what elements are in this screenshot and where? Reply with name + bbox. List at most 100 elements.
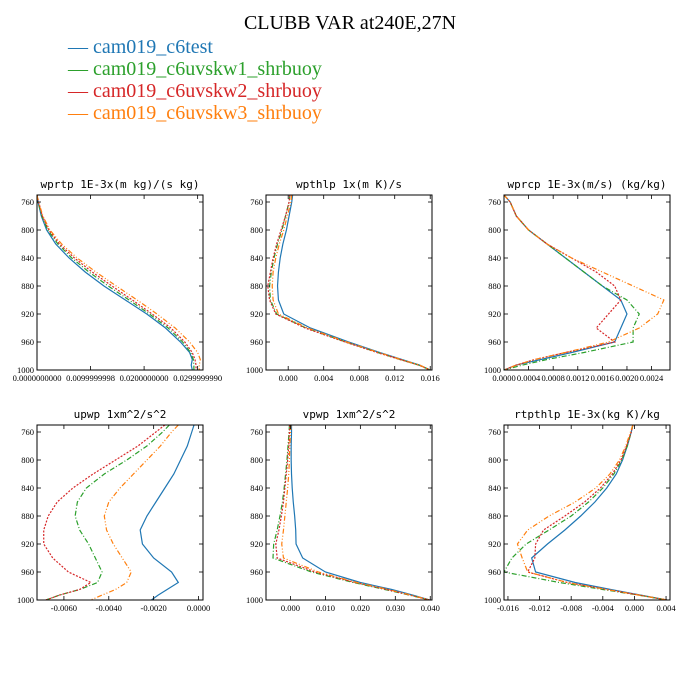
legend: — cam019_c6test — cam019_c6uvskw1_shrbuo… [68, 36, 322, 124]
x-tick-label: 0.008 [350, 373, 369, 383]
panel-title: vpwp 1xm^2/s^2 [303, 408, 396, 421]
x-tick-label: 0.0020 [615, 373, 638, 383]
y-tick-label: 920 [250, 539, 263, 549]
x-tick-label: 0.0024 [640, 373, 664, 383]
chart-panel: upwp 1xm^2/s^2 760 800 840 880 920 960 1000 -0.0… [17, 408, 210, 613]
legend-label: cam019_c6uvskw1_shrbuoy [93, 58, 322, 80]
plot-frame [503, 194, 671, 371]
x-tick-label: 0.0299999990 [173, 373, 222, 383]
legend-swatch: — [68, 80, 93, 102]
legend-item: — cam019_c6test [68, 36, 322, 58]
y-tick-label: 880 [488, 511, 501, 521]
series-line [45, 425, 170, 600]
x-tick-label: 0.0200000000 [120, 373, 169, 383]
legend-item: — cam019_c6uvskw1_shrbuoy [68, 58, 322, 80]
y-tick-label: 840 [250, 483, 263, 493]
series-line [37, 195, 201, 370]
y-tick-label: 880 [488, 281, 501, 291]
x-tick-label: -0.0060 [51, 603, 77, 613]
y-tick-label: 760 [21, 197, 34, 207]
series-line [281, 425, 430, 600]
series-line [37, 195, 197, 370]
plot-frame [265, 194, 433, 371]
series-line [271, 195, 431, 370]
x-tick-label: 0.020 [351, 603, 370, 613]
y-tick-label: 880 [21, 511, 34, 521]
legend-label: cam019_c6uvskw3_shrbuoy [93, 102, 322, 124]
x-tick-label: 0.0000000000 [13, 373, 62, 383]
series-line [272, 425, 430, 600]
panel-title: wpthlp 1x(m K)/s [296, 178, 402, 191]
x-tick-label: 0.000 [281, 603, 300, 613]
y-tick-label: 880 [250, 281, 263, 291]
series-line [504, 425, 667, 600]
x-tick-label: 0.004 [656, 603, 676, 613]
series-line [139, 425, 195, 600]
x-tick-label: 0.0000 [492, 373, 515, 383]
x-tick-label: 0.0099999998 [66, 373, 115, 383]
series-line [37, 195, 195, 370]
y-tick-label: 1000 [484, 595, 501, 605]
y-tick-label: 840 [21, 253, 34, 263]
x-tick-label: 0.030 [386, 603, 405, 613]
series-line [530, 425, 667, 600]
panel-title: upwp 1xm^2/s^2 [74, 408, 167, 421]
y-tick-label: 880 [21, 281, 34, 291]
series-line [276, 195, 431, 370]
legend-swatch: — [68, 36, 93, 58]
y-tick-label: 800 [250, 225, 263, 235]
y-tick-label: 760 [250, 197, 263, 207]
plot-frame [265, 424, 433, 601]
y-tick-label: 800 [21, 225, 34, 235]
y-tick-label: 760 [21, 427, 34, 437]
y-tick-label: 760 [488, 197, 501, 207]
x-tick-label: -0.0040 [96, 603, 122, 613]
figure-title: CLUBB VAR at240E,27N [243, 12, 457, 34]
x-tick-label: 0.004 [314, 373, 334, 383]
y-tick-label: 840 [488, 253, 501, 263]
series-line [268, 195, 431, 370]
y-tick-label: 800 [250, 455, 263, 465]
y-tick-label: 800 [21, 455, 34, 465]
y-tick-label: 800 [488, 455, 501, 465]
y-tick-label: 960 [250, 337, 263, 347]
y-tick-label: 840 [21, 483, 34, 493]
y-tick-label: 920 [21, 539, 34, 549]
plot-frame [503, 424, 671, 601]
series-line [43, 425, 166, 600]
legend-item: — cam019_c6uvskw2_shrbuoy [68, 80, 322, 102]
x-tick-label: 0.0016 [591, 373, 614, 383]
x-tick-label: -0.004 [592, 603, 615, 613]
x-tick-label: 0.0000 [187, 603, 210, 613]
series-line [290, 425, 430, 600]
chart-panel: vpwp 1xm^2/s^2 760 800 840 880 920 960 1000 0.00… [246, 408, 440, 613]
x-tick-label: 0.0008 [541, 373, 564, 383]
y-tick-label: 760 [250, 427, 263, 437]
y-tick-label: 1000 [246, 365, 263, 375]
y-tick-label: 920 [21, 309, 34, 319]
panel-title: rtpthlp 1E-3x(kg K)/kg [514, 408, 660, 421]
x-tick-label: 0.012 [385, 373, 404, 383]
legend-item: — cam019_c6uvskw3_shrbuoy [68, 102, 322, 124]
x-tick-label: -0.012 [529, 603, 551, 613]
legend-swatch: — [68, 102, 93, 124]
series-line [275, 425, 430, 600]
panel-title: wprcp 1E-3x(m/s) (kg/kg) [508, 178, 667, 191]
y-tick-label: 1000 [484, 365, 501, 375]
plot-frame [36, 424, 204, 601]
series-line [516, 425, 667, 600]
panel-title: wprtp 1E-3x(m kg)/(s kg) [41, 178, 200, 191]
y-tick-label: 1000 [246, 595, 263, 605]
x-tick-label: -0.016 [497, 603, 519, 613]
chart-panel: rtpthlp 1E-3x(kg K)/kg 760 800 840 880 920 960… [484, 408, 676, 613]
chart-panel: wprcp 1E-3x(m/s) (kg/kg) 760 800 840 880 920 9… [484, 178, 671, 383]
y-tick-label: 1000 [17, 365, 34, 375]
series-line [504, 195, 665, 370]
x-tick-label: 0.016 [421, 373, 440, 383]
y-tick-label: 800 [488, 225, 501, 235]
series-line [267, 195, 431, 370]
y-tick-label: 920 [488, 309, 501, 319]
x-tick-label: -0.0020 [141, 603, 167, 613]
y-tick-label: 920 [250, 309, 263, 319]
